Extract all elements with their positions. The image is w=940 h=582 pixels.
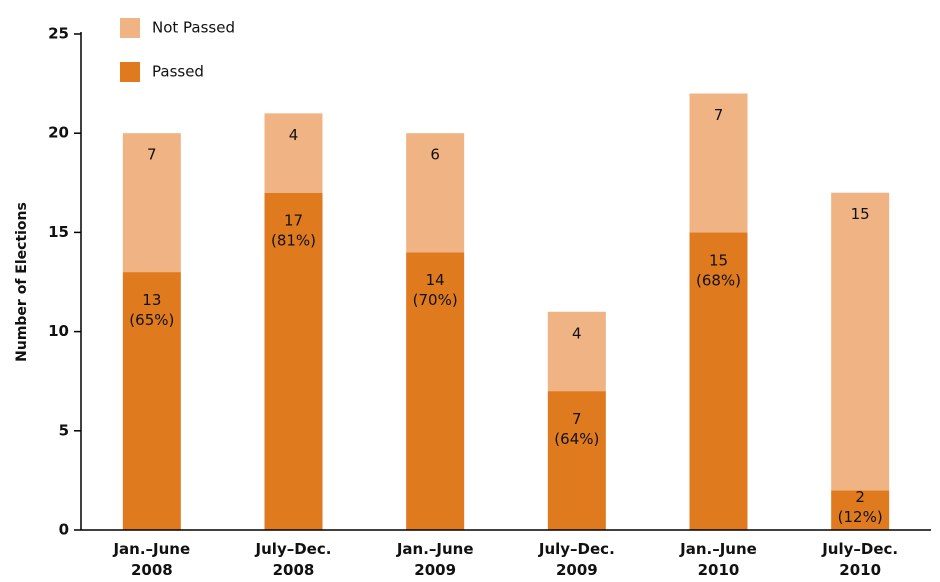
y-tick-label: 25 [48, 25, 69, 43]
bar-segment [831, 490, 890, 530]
data-label: 7 (64%) [554, 410, 599, 448]
data-label: 4 [572, 324, 582, 342]
y-tick-label: 5 [59, 421, 69, 439]
bar-segment [689, 93, 748, 233]
legend-swatch [120, 62, 140, 82]
y-tick-label: 20 [48, 124, 69, 142]
x-tick-label: Jan.–June 2008 [112, 540, 190, 579]
bar-segment [689, 232, 748, 530]
data-label: 2 (12%) [838, 488, 883, 526]
data-label: 17 (81%) [271, 211, 316, 249]
legend-label: Not Passed [152, 19, 235, 37]
x-tick-label: July–Dec. 2008 [255, 540, 332, 579]
bar-segment [547, 311, 606, 392]
bar-segment [122, 272, 181, 530]
data-label: 7 [147, 146, 157, 164]
bar-segment [406, 252, 465, 531]
data-label: 14 (70%) [413, 271, 458, 309]
bar-segment [831, 192, 890, 491]
x-tick-label: Jan.–June 2009 [396, 540, 474, 579]
y-tick-label: 10 [48, 322, 69, 340]
x-tick-label: July–Dec. 2010 [821, 540, 898, 579]
bar-segment [122, 133, 181, 273]
legend-label: Passed [152, 63, 204, 81]
y-tick-label: 15 [48, 223, 69, 241]
y-axis-label: Number of Elections [14, 202, 30, 362]
bar-segment [547, 391, 606, 530]
bar-segment [406, 133, 465, 253]
data-label: 4 [289, 126, 299, 144]
legend-swatch [120, 18, 140, 38]
data-label: 7 [714, 106, 724, 124]
x-tick-label: Jan.–June 2010 [679, 540, 757, 579]
data-label: 13 (65%) [129, 291, 174, 329]
bar-segment [264, 192, 323, 530]
y-tick-label: 0 [59, 521, 69, 539]
bar-segment [264, 113, 323, 193]
data-label: 15 (68%) [696, 251, 741, 289]
x-tick-label: July–Dec. 2009 [538, 540, 615, 579]
data-label: 15 [851, 205, 870, 223]
data-label: 6 [430, 146, 440, 164]
